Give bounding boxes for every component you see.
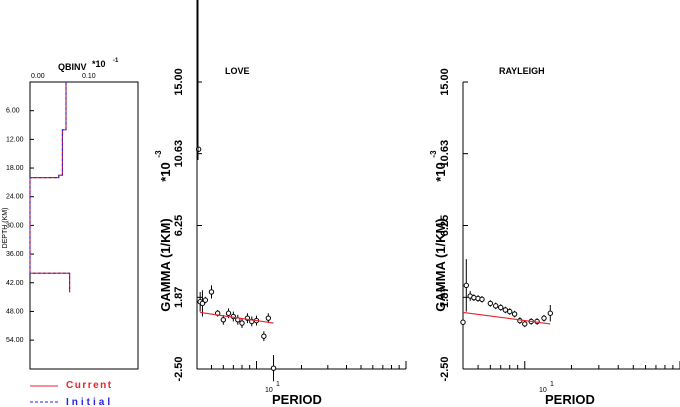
qbinv-frame xyxy=(29,81,139,370)
love-data-point xyxy=(208,289,215,295)
love-data-point xyxy=(270,365,277,371)
rayleigh-data-point xyxy=(541,315,547,321)
love-fit-line xyxy=(200,311,274,324)
rayleigh-y-tick-label: 10.63 xyxy=(439,140,451,168)
rayleigh-y-ticks: -2.50 1.87 6.25 10.63 15.00 xyxy=(439,68,468,382)
love-x-label: PERIOD xyxy=(272,392,322,407)
qbinv-x-tick-0: 0.00 xyxy=(31,73,45,80)
love-data-point xyxy=(225,310,232,316)
rayleigh-data-point xyxy=(502,307,509,313)
rayleigh-data-point xyxy=(471,294,477,301)
love-y-ticks: -2.50 1.87 6.25 10.63 15.00 xyxy=(173,68,202,382)
love-y-tick-label: 10.63 xyxy=(173,140,185,168)
rayleigh-data-points xyxy=(460,259,553,333)
love-data-point xyxy=(195,146,202,152)
love-data-point xyxy=(239,320,245,326)
love-y-tick-label: 6.25 xyxy=(173,215,185,236)
rayleigh-multiplier: *10 xyxy=(433,162,448,182)
rayleigh-title: RAYLEIGH xyxy=(499,66,545,76)
rayleigh-data-point xyxy=(507,308,513,315)
qbinv-y-ticks: 6.00 12.00 18.00 24.00 30.00 36.00 42.00 48.00 5… xyxy=(6,108,34,344)
rayleigh-multiplier-exp: -3 xyxy=(429,150,438,158)
love-y-tick-label: 1.87 xyxy=(173,287,185,308)
qbinv-profile-lines xyxy=(29,82,71,293)
rayleigh-y-label: GAMMA (1/KM) xyxy=(433,218,448,311)
rayleigh-panel: RAYLEIGH PERIOD GAMMA (1/KM) *10 -3 -2.5… xyxy=(429,66,680,407)
rayleigh-data-point xyxy=(479,296,485,302)
qbinv-y-label: DEPTH (KM) xyxy=(2,208,9,249)
qbinv-y-tick-label: 24.00 xyxy=(6,194,24,201)
qbinv-multiplier: *10 xyxy=(92,59,106,69)
love-x-ticks xyxy=(196,361,407,369)
rayleigh-data-point xyxy=(463,282,469,289)
qbinv-y-tick-label: 12.00 xyxy=(6,136,24,143)
qbinv-y-tick-label: 30.00 xyxy=(6,222,24,229)
qbinv-initial-line xyxy=(29,82,71,293)
qbinv-y-tick-label: 18.00 xyxy=(6,165,24,172)
qbinv-current-line xyxy=(29,82,71,293)
qbinv-y-tick-label: 48.00 xyxy=(6,308,24,315)
love-data-point xyxy=(220,317,227,323)
rayleigh-x-ticks xyxy=(462,361,680,369)
love-data-points xyxy=(195,0,277,382)
rayleigh-x-tick-exp: 1 xyxy=(550,381,554,388)
rayleigh-y-tick-label: 1.87 xyxy=(439,287,451,308)
rayleigh-data-point xyxy=(522,321,528,327)
rayleigh-data-point xyxy=(460,319,466,325)
love-multiplier-exp: -3 xyxy=(154,150,163,158)
love-data-point xyxy=(261,333,267,339)
qbinv-panel: QBINV *10 -1 0.00 0.10 DEPTH (KM) 6.00 12… xyxy=(2,58,139,370)
qbinv-y-tick-label: 54.00 xyxy=(6,337,24,344)
legend-initial-label: Initial xyxy=(66,397,113,407)
love-data-point xyxy=(199,300,206,307)
love-y-tick-label: 15.00 xyxy=(173,68,185,96)
rayleigh-y-tick-label: 6.25 xyxy=(439,215,451,236)
qbinv-y-tick-label: 42.00 xyxy=(6,280,24,287)
rayleigh-y-tick-label: 15.00 xyxy=(439,68,451,96)
rayleigh-y-tick-label: -2.50 xyxy=(439,356,451,381)
qbinv-title: QBINV xyxy=(58,62,87,72)
qbinv-y-tick-label: 36.00 xyxy=(6,251,24,258)
love-data-point xyxy=(202,297,209,303)
love-data-point xyxy=(265,315,272,321)
qbinv-x-tick-1: 0.10 xyxy=(82,73,96,80)
love-multiplier: *10 xyxy=(158,162,173,182)
rayleigh-fit-line xyxy=(462,311,551,325)
rayleigh-data-point xyxy=(511,311,518,317)
love-x-tick-exp: 1 xyxy=(276,381,280,388)
rayleigh-x-tick-base: 10 xyxy=(539,387,547,394)
rayleigh-data-point xyxy=(487,300,494,307)
rayleigh-data-point xyxy=(498,304,504,311)
legend: Current Initial xyxy=(30,380,113,407)
rayleigh-x-label: PERIOD xyxy=(545,392,595,407)
qbinv-y-tick-label: 6.00 xyxy=(6,108,20,115)
love-y-label: GAMMA (1/KM) xyxy=(158,218,173,311)
love-x-tick-base: 10 xyxy=(265,387,273,394)
qbinv-multiplier-exp: -1 xyxy=(113,58,119,64)
love-y-tick-label: -2.50 xyxy=(173,356,185,381)
rayleigh-data-point xyxy=(547,310,553,316)
love-title: LOVE xyxy=(225,66,250,76)
legend-current-label: Current xyxy=(66,380,113,391)
love-panel: LOVE PERIOD GAMMA (1/KM) *10 -3 -2.50 1.8… xyxy=(154,0,407,407)
rayleigh-data-point xyxy=(493,303,499,309)
